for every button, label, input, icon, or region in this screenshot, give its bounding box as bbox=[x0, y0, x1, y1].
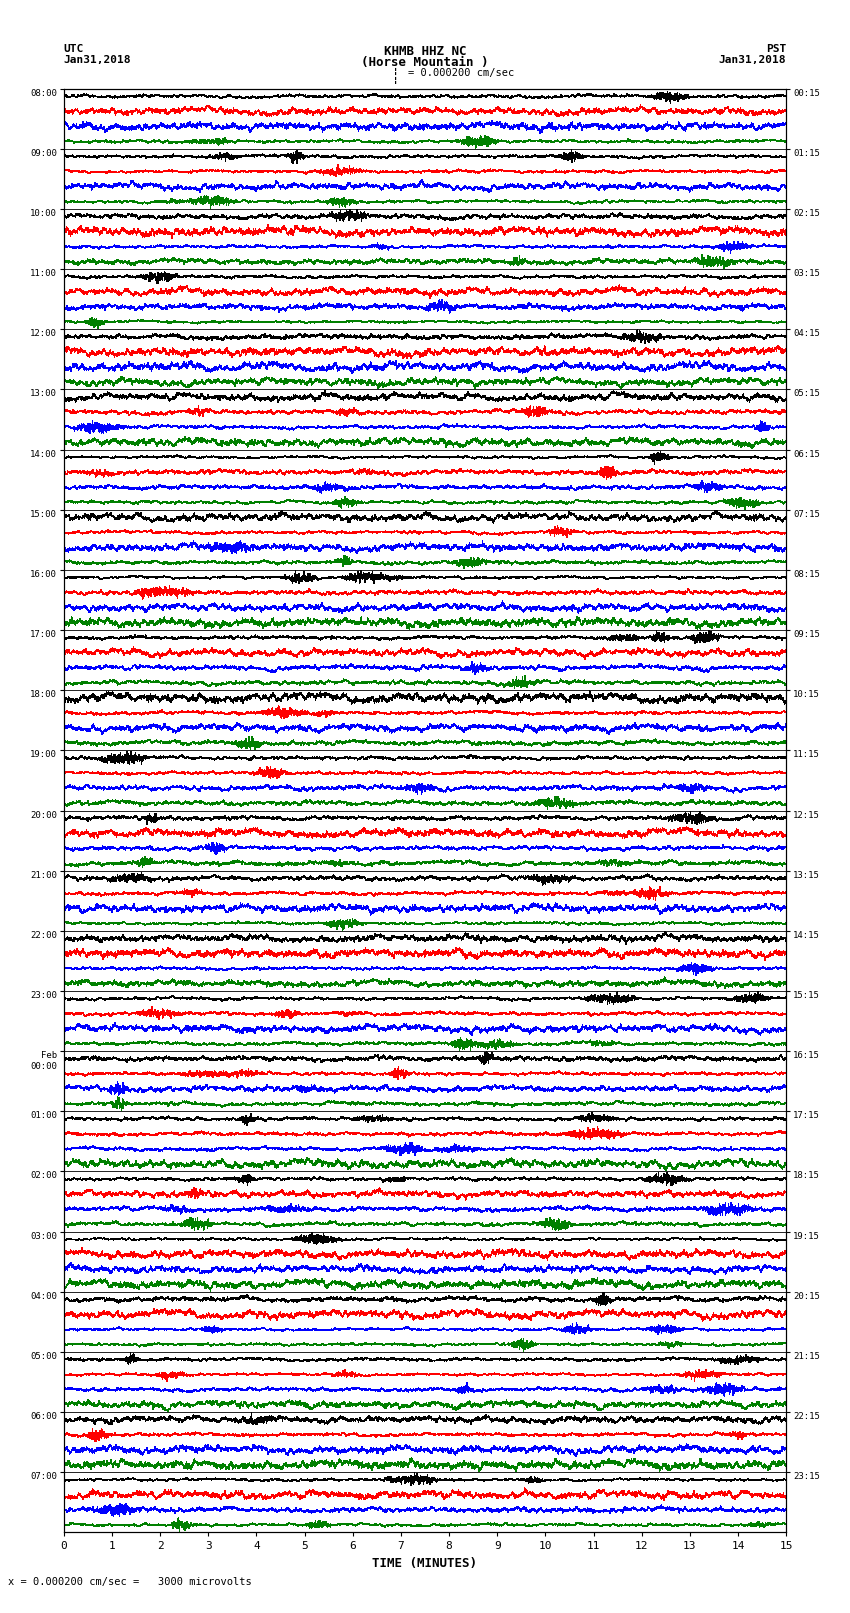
Text: UTC: UTC bbox=[64, 44, 84, 53]
Text: x = 0.000200 cm/sec =   3000 microvolts: x = 0.000200 cm/sec = 3000 microvolts bbox=[8, 1578, 252, 1587]
Text: PST: PST bbox=[766, 44, 786, 53]
Text: KHMB HHZ NC: KHMB HHZ NC bbox=[383, 45, 467, 58]
Text: ┊: ┊ bbox=[391, 68, 399, 84]
X-axis label: TIME (MINUTES): TIME (MINUTES) bbox=[372, 1557, 478, 1569]
Text: Jan31,2018: Jan31,2018 bbox=[719, 55, 786, 65]
Text: = 0.000200 cm/sec: = 0.000200 cm/sec bbox=[408, 68, 514, 77]
Text: (Horse Mountain ): (Horse Mountain ) bbox=[361, 56, 489, 69]
Text: Jan31,2018: Jan31,2018 bbox=[64, 55, 131, 65]
